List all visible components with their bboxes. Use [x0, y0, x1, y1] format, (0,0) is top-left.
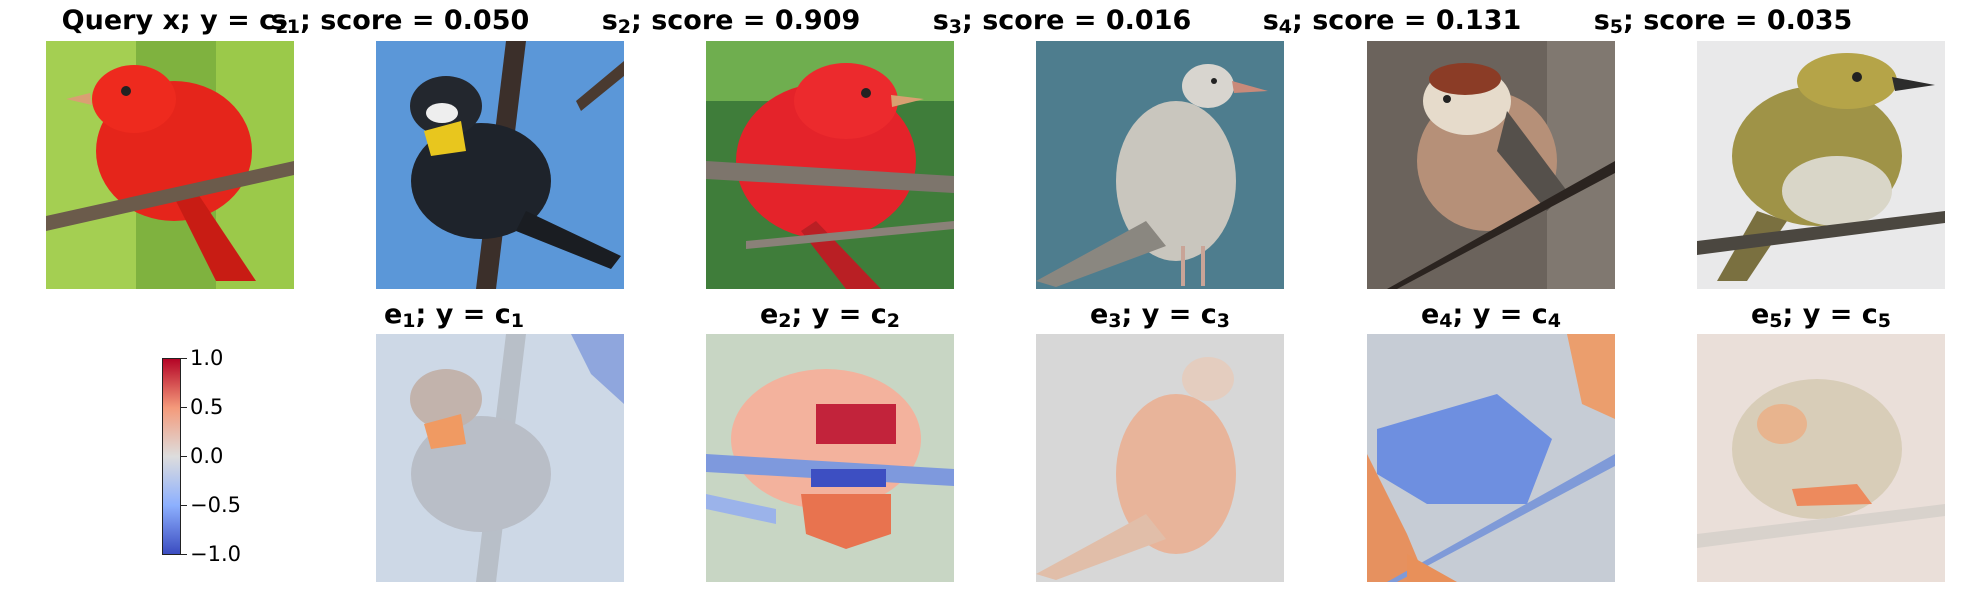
sample-2-title: s2; score = 0.909	[601, 5, 861, 38]
colorbar-tick-label: −1.0	[190, 542, 241, 566]
colorbar-tick-label: 0.0	[190, 444, 224, 468]
sample-2-image	[706, 41, 954, 289]
colorbar-tick	[181, 358, 187, 359]
colorbar-tick	[181, 505, 187, 506]
explanation-1-heatmap	[376, 334, 624, 582]
sample-5-image	[1697, 41, 1945, 289]
sample-5-title: s5; score = 0.035	[1593, 5, 1853, 38]
explanation-3-heatmap	[1036, 334, 1284, 582]
sample-4-title: s4; score = 0.131	[1262, 5, 1522, 38]
colorbar-tick-label: −0.5	[190, 493, 241, 517]
query-title: Query x; y = c2	[61, 5, 289, 38]
sample-4-image	[1367, 41, 1615, 289]
sample-3-title: s3; score = 0.016	[932, 5, 1192, 38]
explanation-2-heatmap	[706, 334, 954, 582]
explanation-4-title: e4; y = c4	[1420, 299, 1561, 332]
explanation-3-title: e3; y = c3	[1089, 299, 1230, 332]
colorbar-tick	[181, 407, 187, 408]
explanation-5-title: e5; y = c5	[1750, 299, 1891, 332]
explanation-4-heatmap	[1367, 334, 1615, 582]
query-image	[46, 41, 294, 289]
colorbar-tick	[181, 554, 187, 555]
sample-1-title: s1; score = 0.050	[270, 5, 530, 38]
explanation-2-title: e2; y = c2	[759, 299, 900, 332]
colorbar	[162, 358, 181, 555]
sample-3-image	[1036, 41, 1284, 289]
colorbar-tick-label: 0.5	[190, 395, 224, 419]
sample-1-image	[376, 41, 624, 289]
explanation-5-heatmap	[1697, 334, 1945, 582]
colorbar-tick	[181, 456, 187, 457]
explanation-1-title-text: e1; y = c1	[383, 299, 524, 332]
colorbar-tick-label: 1.0	[190, 346, 224, 370]
